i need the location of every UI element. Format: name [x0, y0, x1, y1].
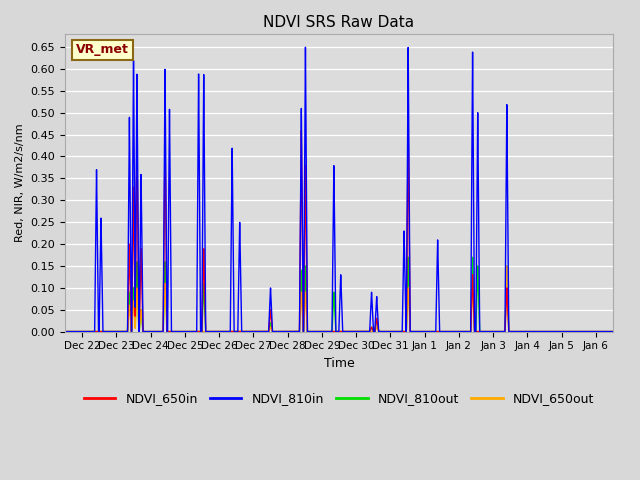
X-axis label: Time: Time: [324, 357, 355, 370]
Text: VR_met: VR_met: [76, 43, 129, 56]
Y-axis label: Red, NIR, W/m2/s/nm: Red, NIR, W/m2/s/nm: [15, 123, 25, 242]
Title: NDVI SRS Raw Data: NDVI SRS Raw Data: [264, 15, 415, 30]
Legend: NDVI_650in, NDVI_810in, NDVI_810out, NDVI_650out: NDVI_650in, NDVI_810in, NDVI_810out, NDV…: [79, 387, 599, 410]
